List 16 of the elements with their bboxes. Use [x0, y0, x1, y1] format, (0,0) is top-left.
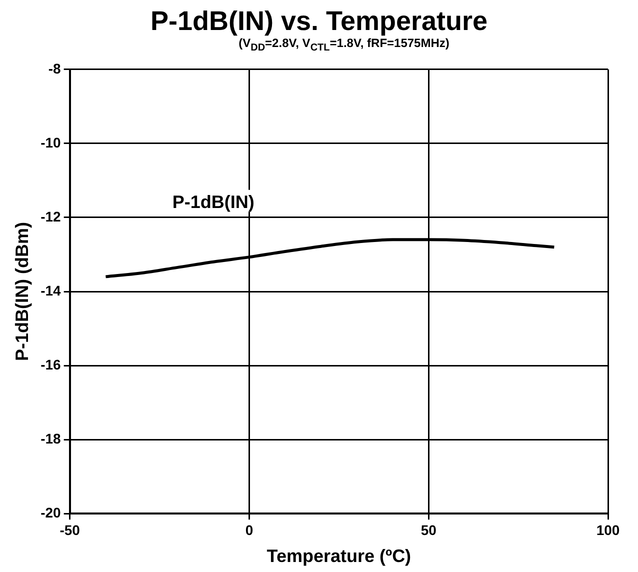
y-tick-label: -16	[40, 356, 62, 372]
x-tick-label: 100	[596, 522, 620, 538]
x-tick-label: 50	[420, 522, 437, 538]
y-axis-title: P-1dB(IN) (dBm)	[12, 222, 32, 361]
y-tick-label: -14	[40, 282, 62, 298]
y-tick-label: -10	[40, 134, 62, 150]
y-tick-label: -20	[40, 504, 62, 520]
x-tick-label: -50	[60, 522, 80, 538]
chart-title: P-1dB(IN) vs. Temperature	[149, 6, 489, 37]
text: P-1dB(IN)	[172, 192, 254, 212]
y-tick-label: -8	[48, 60, 62, 76]
y-tick-label: -18	[40, 430, 62, 446]
chart-subtitle: (V$_{DD}$=2.8V, V$_{CTL}$=1.8V, fRF=1575MHz)	[238, 36, 450, 54]
y-tick-label: -12	[40, 208, 62, 224]
x-axis-title: Temperature (ºC)	[266, 546, 412, 566]
x-tick-label: 0	[245, 522, 254, 538]
